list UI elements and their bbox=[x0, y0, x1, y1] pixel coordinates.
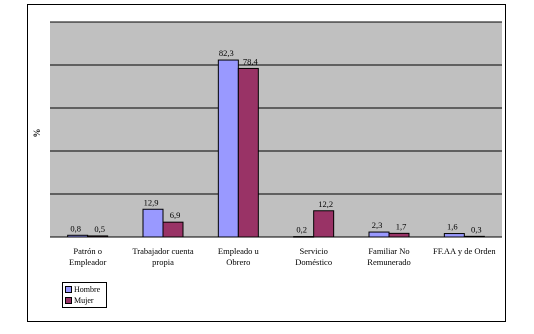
category-label-2: Empleado u Obrero bbox=[218, 246, 260, 267]
bar-mujer-1 bbox=[162, 221, 184, 238]
gridlines bbox=[50, 21, 502, 195]
data-label-mujer-2: 78,4 bbox=[243, 56, 259, 66]
bar-mujer-3 bbox=[313, 210, 335, 238]
legend-label-mujer: Mujer bbox=[74, 296, 94, 305]
data-labels: 0,8 0,5 12,9 6,9 82,3 78,4 0,2 12,2 2,3 1,7 1,6 0,3 bbox=[70, 48, 481, 235]
data-label-hombre-5: 1,6 bbox=[447, 222, 458, 232]
category-label-5: FF.AA y de Orden bbox=[433, 246, 496, 256]
data-label-hombre-0: 0,8 bbox=[70, 223, 81, 233]
legend-swatch-hombre bbox=[65, 286, 72, 293]
category-labels: Patrón o Empleador Trabajador cuenta propia… bbox=[69, 246, 496, 267]
bar-hombre-5 bbox=[443, 233, 465, 238]
category-label-0: Patrón o Empleador bbox=[69, 246, 106, 267]
data-label-mujer-5: 0,3 bbox=[471, 224, 482, 234]
category-label-4: Familiar No Remunerado bbox=[367, 246, 410, 267]
legend-swatch-mujer bbox=[65, 297, 72, 304]
bar-hombre-1 bbox=[142, 208, 164, 238]
legend-label-hombre: Hombre bbox=[74, 285, 101, 294]
data-label-hombre-2: 82,3 bbox=[219, 48, 234, 58]
plot-area bbox=[50, 22, 502, 237]
data-label-hombre-4: 2,3 bbox=[372, 220, 383, 230]
data-label-mujer-1: 6,9 bbox=[170, 210, 181, 220]
legend: Hombre Mujer bbox=[62, 282, 107, 308]
category-label-1: Trabajador cuenta propia bbox=[132, 246, 194, 267]
data-label-hombre-3: 0,2 bbox=[296, 225, 307, 235]
category-label-3: Servicio Doméstico bbox=[295, 246, 332, 267]
data-label-mujer-4: 1,7 bbox=[396, 221, 407, 231]
legend-item-hombre: Hombre bbox=[65, 284, 104, 295]
bar-mujer-4 bbox=[388, 232, 410, 238]
data-label-mujer-0: 0,5 bbox=[94, 224, 105, 234]
bar-hombre-2 bbox=[217, 59, 239, 238]
bar-hombre-4 bbox=[368, 231, 390, 238]
data-label-mujer-3: 12,2 bbox=[318, 199, 333, 209]
data-label-hombre-1: 12,9 bbox=[144, 197, 159, 207]
y-axis-label: % bbox=[32, 129, 42, 138]
legend-item-mujer: Mujer bbox=[65, 295, 104, 306]
bar-mujer-2 bbox=[237, 67, 259, 238]
